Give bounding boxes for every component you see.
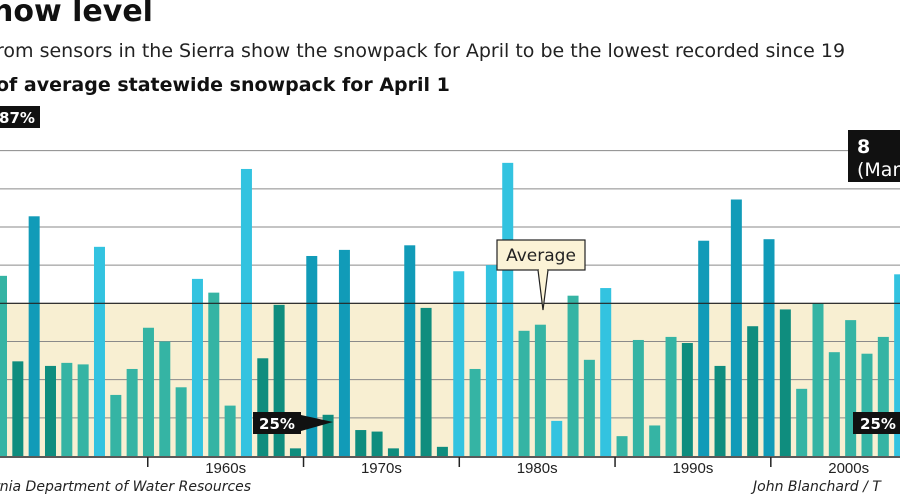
bar (632, 339, 644, 456)
bar (551, 420, 563, 456)
decade-label: 1990s (672, 460, 713, 477)
bar (371, 431, 383, 456)
bar (61, 362, 73, 456)
source-note: rnia Department of Water Resources (0, 479, 252, 495)
bar (436, 446, 448, 456)
bar (355, 430, 367, 456)
bar (877, 336, 889, 456)
average-label-pointer (537, 269, 549, 311)
top-callout-box (0, 106, 40, 128)
bar (763, 239, 775, 456)
bar (110, 394, 122, 456)
top-callout-text: 87% (0, 109, 35, 127)
right-callout-note: (Mar (857, 159, 900, 181)
bar (257, 358, 269, 456)
bar (420, 307, 432, 456)
bar (0, 275, 7, 456)
bar (567, 295, 579, 456)
bar (338, 249, 350, 456)
bar (306, 255, 318, 456)
bar (387, 448, 399, 456)
bar (126, 368, 138, 456)
average-label-text: Average (506, 246, 576, 266)
bar (404, 245, 416, 456)
bar (191, 278, 203, 456)
bar (518, 330, 530, 456)
bar (714, 365, 726, 456)
bar (616, 436, 628, 456)
bar (861, 353, 873, 456)
bar (600, 288, 612, 456)
bar (453, 271, 465, 456)
bar (273, 304, 285, 456)
bar (208, 292, 220, 456)
decade-label: 1960s (205, 460, 246, 477)
right-callout-value: 8 (857, 136, 870, 158)
bar (77, 364, 89, 456)
chart-title: now level (0, 0, 153, 29)
decade-label: 2000s (828, 460, 869, 477)
bar (12, 361, 24, 456)
low-callout-1-box (253, 412, 301, 434)
bar (322, 414, 334, 456)
bar (28, 216, 40, 456)
low-callout-1-text: 25% (259, 415, 295, 433)
low-callout-2-text: 25% (860, 415, 896, 433)
bar (142, 327, 154, 456)
decade-label: 1970s (361, 460, 402, 477)
bar (485, 265, 497, 456)
decade-label: 1980s (517, 460, 558, 477)
bar (224, 405, 236, 456)
bar (894, 274, 900, 456)
credit-note: John Blanchard / T (753, 479, 881, 495)
right-callout-box (848, 130, 900, 182)
bar (502, 162, 514, 456)
bar (779, 309, 791, 456)
low-callout-1-pointer (301, 415, 333, 431)
bar (159, 341, 171, 456)
bar (583, 359, 595, 456)
bar (828, 352, 840, 456)
bar (796, 388, 808, 456)
chart-label: of average statewide snowpack for April … (0, 74, 450, 96)
bar (730, 199, 742, 456)
bar (649, 425, 661, 456)
bar (812, 303, 824, 456)
bar (698, 240, 710, 456)
bar (44, 365, 56, 456)
bar (240, 168, 252, 456)
low-callout-2-box (853, 412, 900, 434)
bar (845, 320, 857, 456)
chart-subtitle: rom sensors in the Sierra show the snowp… (0, 40, 846, 62)
bar (534, 324, 546, 456)
bar (469, 368, 481, 456)
bar (681, 343, 693, 456)
bar (93, 246, 105, 456)
average-label-box (496, 239, 586, 271)
bar (747, 326, 759, 456)
bar (289, 448, 301, 456)
bar (175, 387, 187, 456)
bar (665, 336, 677, 456)
